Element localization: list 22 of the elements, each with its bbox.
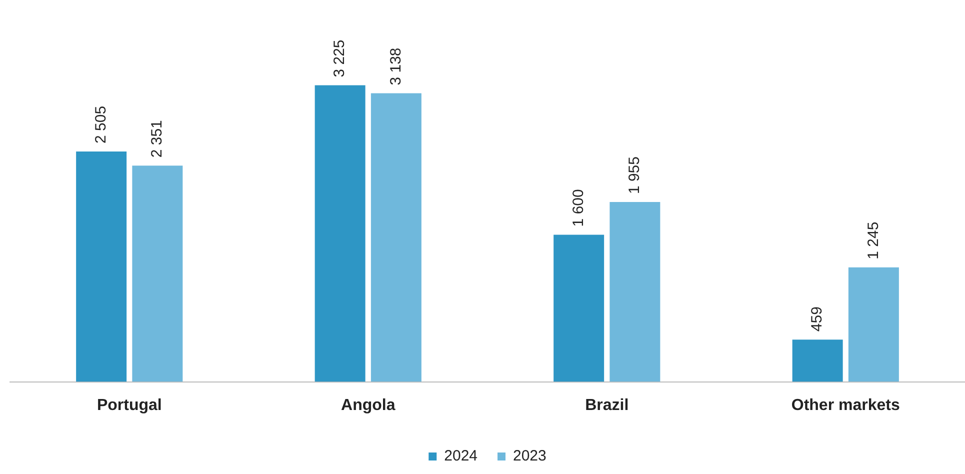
bar [76, 151, 127, 382]
bar [848, 267, 899, 382]
bar [792, 340, 843, 382]
data-label: 2 505 [92, 106, 110, 144]
legend-label: 2023 [513, 448, 546, 465]
x-tick-label: Other markets [791, 396, 900, 414]
data-label: 2 351 [148, 120, 166, 158]
x-tick-label: Angola [341, 396, 396, 414]
x-tick-label: Portugal [96, 396, 162, 414]
bar [132, 166, 183, 382]
data-label: 3 138 [387, 48, 404, 86]
data-label: 3 225 [331, 40, 348, 78]
bar [610, 202, 660, 382]
bar [314, 85, 366, 382]
x-tick-label: Brazil [585, 396, 629, 414]
data-label: 1 245 [864, 222, 882, 260]
legend-label: 2024 [444, 448, 478, 465]
bar [370, 93, 422, 382]
data-label: 1 955 [626, 156, 644, 194]
data-label: 459 [808, 306, 826, 332]
bar [554, 234, 604, 382]
data-label: 1 600 [570, 189, 587, 227]
